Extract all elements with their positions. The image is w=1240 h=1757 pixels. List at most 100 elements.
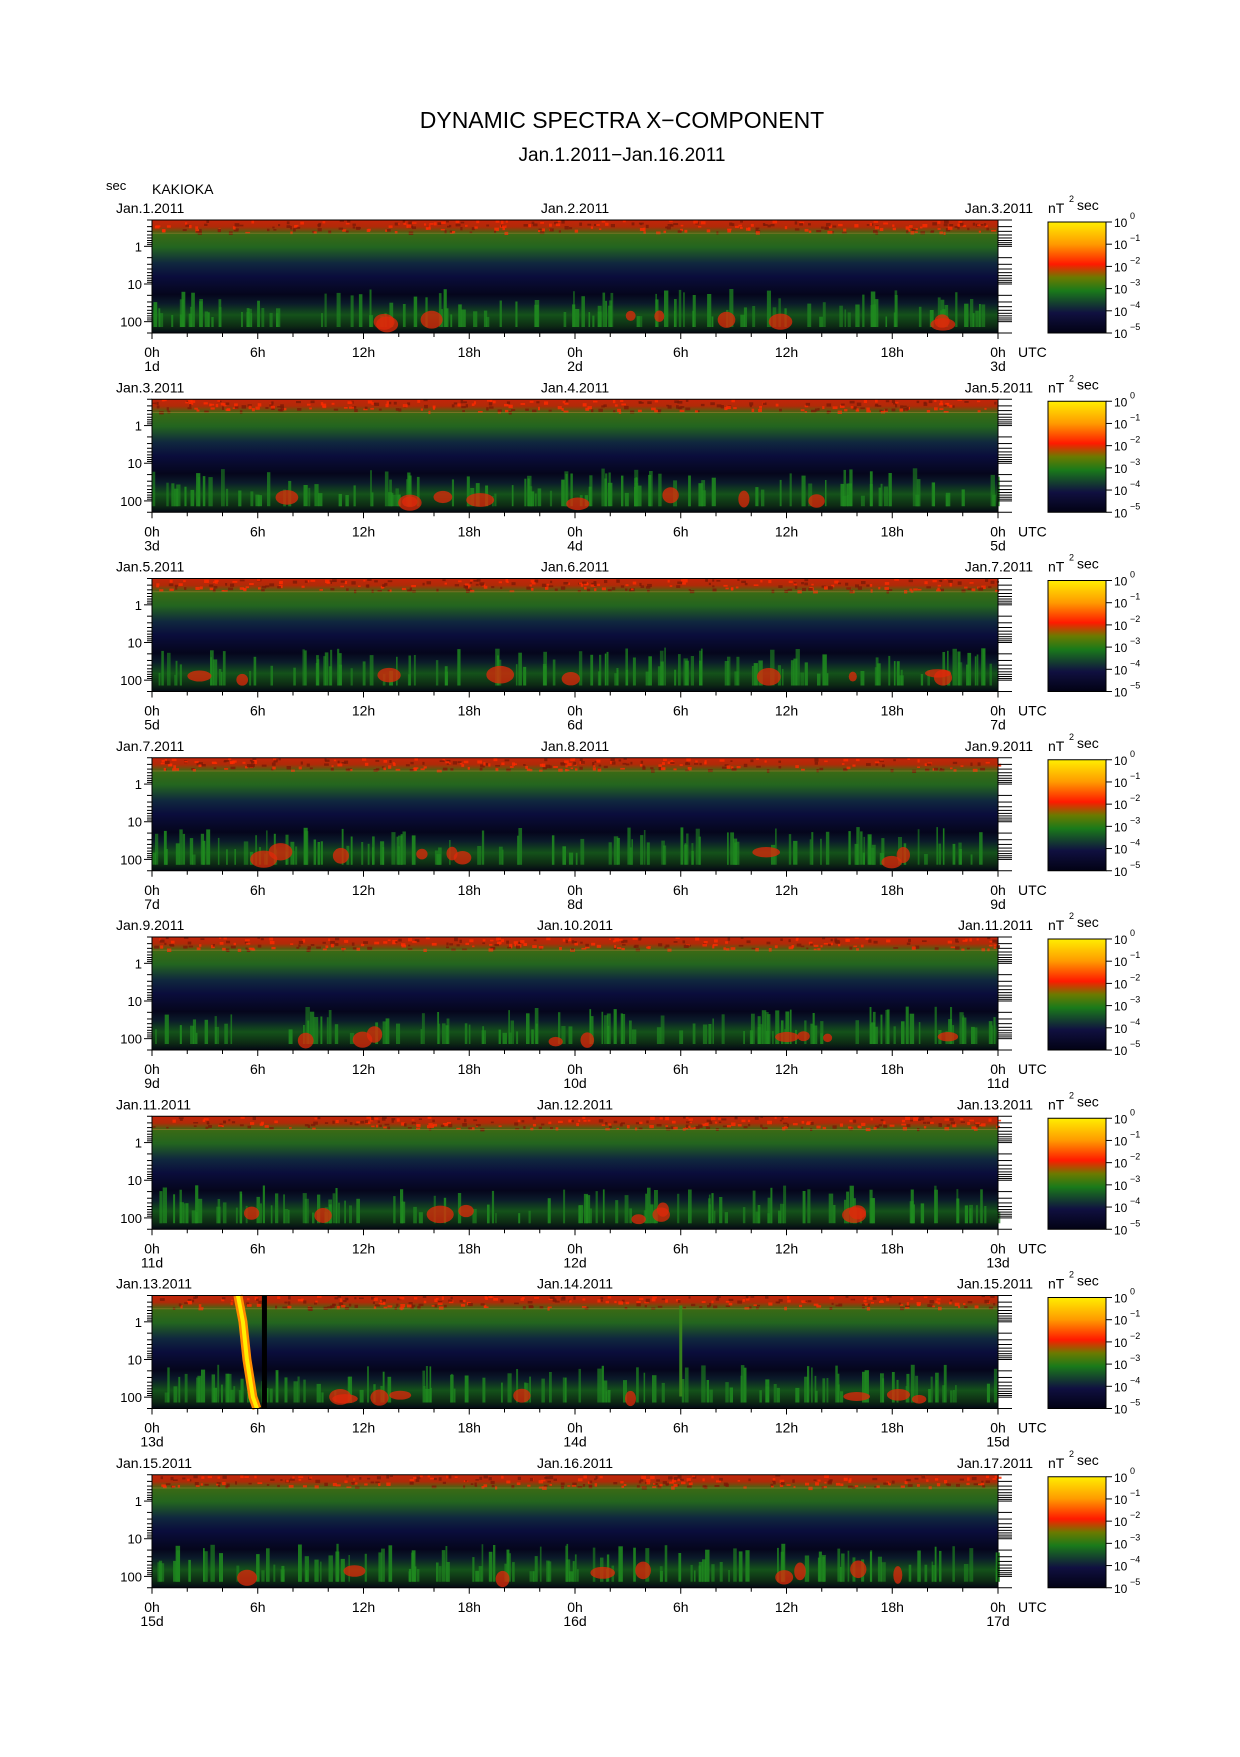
spectral-speck: [964, 401, 969, 403]
spectral-burst: [350, 668, 353, 686]
colorbar-unit-exponent: 2: [1069, 194, 1074, 204]
spectral-speck: [724, 407, 728, 411]
spectral-speck: [302, 939, 306, 943]
spectral-speck: [289, 1127, 292, 1129]
spectral-burst: [250, 491, 254, 507]
spectral-burst: [202, 840, 206, 865]
spectral-speck: [927, 1304, 931, 1307]
spectral-speck: [545, 1476, 550, 1480]
spectral-speck: [474, 226, 478, 229]
spectral-speck: [906, 230, 909, 234]
spectral-speck: [749, 402, 754, 406]
spectral-speck: [399, 1296, 405, 1300]
spectral-speck: [598, 1119, 604, 1123]
spectral-burst: [413, 655, 416, 686]
spectral-burst: [222, 1202, 227, 1224]
colorbar-tick-exponent: −2: [1130, 1510, 1140, 1520]
spectral-speck: [816, 230, 822, 233]
spectral-burst: [221, 1384, 223, 1403]
spectral-speck: [621, 1122, 625, 1125]
spectral-speck: [640, 585, 645, 588]
spectral-speck: [477, 760, 483, 764]
spectral-speck: [458, 580, 462, 583]
spectral-speck: [737, 579, 740, 581]
spectral-burst: [820, 1033, 824, 1044]
spectral-speck: [936, 1298, 941, 1301]
x-tick-label: 12h: [352, 344, 375, 360]
spectral-speck: [677, 1478, 680, 1482]
spectral-burst: [781, 1020, 784, 1044]
spectral-speck: [549, 765, 552, 769]
spectral-speck: [874, 1486, 877, 1488]
spectral-speck: [173, 765, 177, 769]
spectral-speck: [544, 758, 548, 762]
colorbar-tick-base: 10: [1114, 417, 1128, 431]
spectral-speck: [521, 1120, 525, 1123]
spectral-speck: [290, 226, 293, 230]
spectral-speck: [164, 760, 170, 765]
spectral-speck: [517, 1119, 521, 1123]
spectral-burst: [529, 1376, 531, 1403]
spectral-burst: [494, 493, 497, 507]
spectral-speck: [884, 587, 889, 590]
spectral-speck: [529, 1477, 534, 1482]
spectral-speck: [822, 1126, 827, 1130]
spectral-speck: [528, 224, 532, 228]
spectral-speck: [594, 761, 598, 763]
spectral-speck: [639, 937, 642, 940]
spectral-speck: [189, 404, 192, 408]
spectral-speck: [235, 1481, 238, 1485]
spectral-burst: [688, 1189, 692, 1224]
spectral-speck: [860, 944, 864, 948]
spectral-burst: [664, 647, 666, 686]
spectral-speck: [437, 222, 442, 225]
spectral-speck: [245, 586, 250, 589]
spectral-speck: [807, 1300, 812, 1303]
x-tick-label: 0h: [990, 1061, 1006, 1077]
spectral-speck: [209, 587, 214, 591]
spectral-speck: [796, 943, 802, 947]
spectral-speck: [705, 579, 708, 582]
spectral-speck: [679, 764, 683, 766]
spectral-speck: [381, 587, 384, 589]
spectral-speck: [203, 1118, 209, 1121]
spectral-speck: [310, 579, 316, 582]
spectral-speck: [613, 1120, 618, 1124]
spectral-speck: [828, 224, 832, 229]
spectral-speck: [714, 1485, 720, 1487]
spectral-speck: [645, 224, 649, 229]
spectral-speck: [244, 939, 250, 942]
spectral-speck: [856, 402, 862, 406]
spectral-speck: [934, 407, 938, 411]
spectral-burst: [656, 1027, 662, 1044]
spectral-burst: [324, 293, 327, 327]
spectral-speck: [387, 401, 392, 405]
spectral-burst: [588, 312, 591, 327]
spectral-burst: [698, 483, 703, 507]
spectral-speck: [682, 579, 688, 583]
spectral-activity: [548, 1036, 563, 1047]
spectral-burst: [692, 1023, 696, 1044]
spectral-speck: [764, 1127, 768, 1130]
spectral-speck: [249, 759, 253, 762]
colorbar-tick-exponent: −4: [1130, 1555, 1140, 1565]
spectral-speck: [286, 221, 290, 225]
spectral-burst: [673, 310, 676, 327]
spectral-burst: [423, 1386, 426, 1403]
spectral-speck: [582, 581, 587, 584]
spectral-burst: [446, 1562, 450, 1582]
spectral-speck: [234, 403, 238, 407]
spectral-burst: [597, 671, 601, 686]
spectral-speck: [824, 227, 829, 230]
colorbar-tick-base: 10: [1114, 1157, 1128, 1171]
spectral-speck: [932, 222, 937, 226]
spectral-speck: [531, 588, 534, 591]
spectral-speck: [796, 937, 799, 940]
spectral-speck: [838, 582, 842, 585]
spectral-burst: [246, 312, 250, 327]
panel-mid-date: Jan.4.2011: [541, 379, 609, 395]
spectral-burst: [725, 1382, 729, 1403]
spectral-burst: [336, 292, 341, 327]
spectral-speck: [612, 940, 616, 943]
spectral-burst: [839, 305, 843, 327]
